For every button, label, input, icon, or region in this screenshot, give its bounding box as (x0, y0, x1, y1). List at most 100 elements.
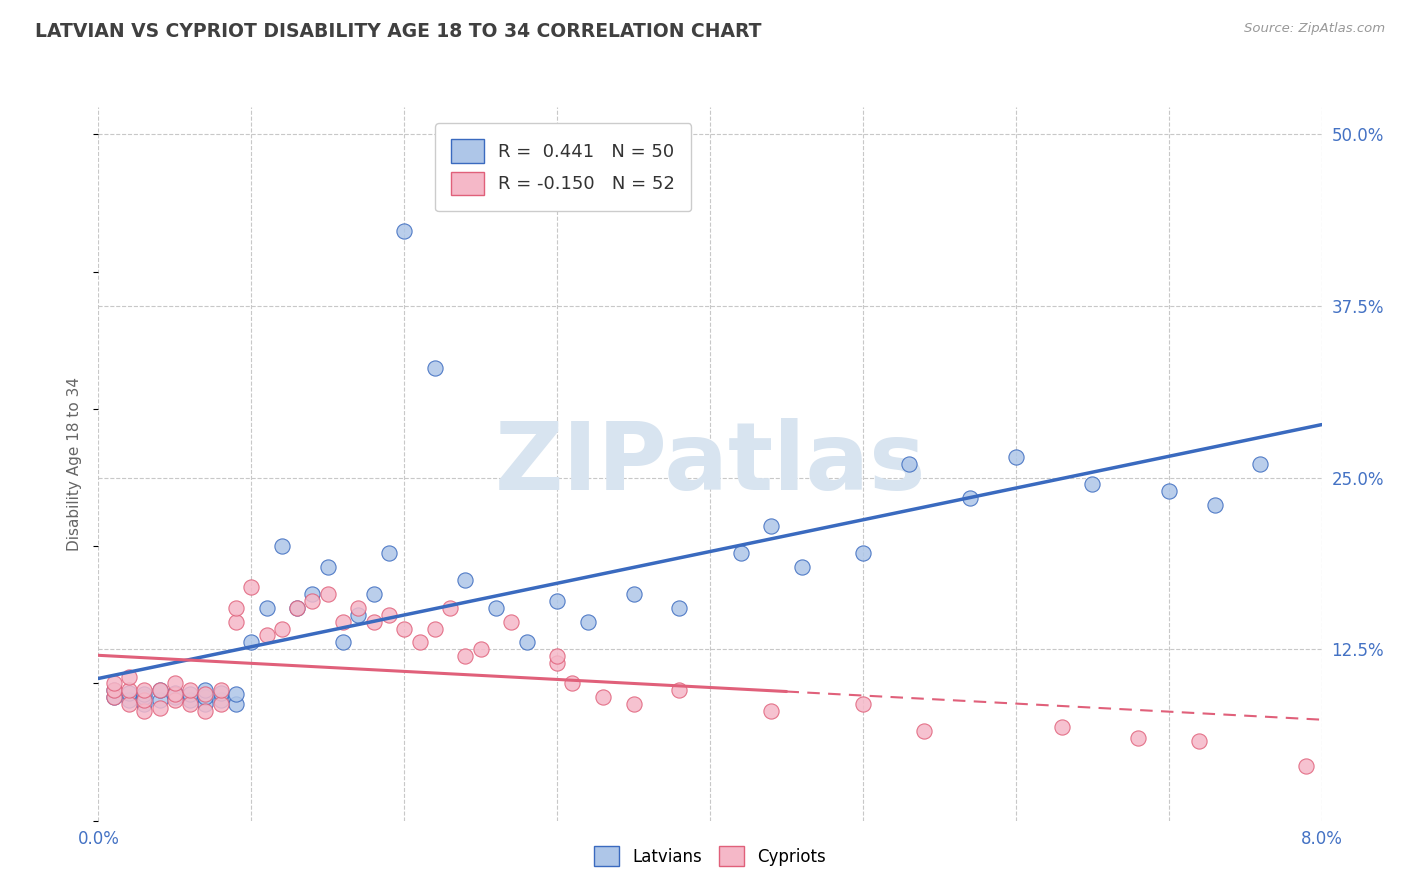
Point (118, 686, 141, 700)
Point (163, 676, 186, 690)
Point (194, 704, 217, 718)
Point (285, 601, 308, 615)
Point (470, 642, 492, 657)
Point (256, 628, 278, 642)
Point (423, 360, 446, 375)
Point (546, 594, 568, 608)
Point (852, 546, 875, 560)
Point (194, 690, 217, 705)
Point (592, 690, 614, 705)
Point (439, 601, 461, 615)
Point (546, 656, 568, 670)
Point (134, 704, 156, 718)
Point (149, 701, 172, 715)
Point (852, 697, 875, 711)
Point (392, 223, 416, 237)
Point (103, 690, 125, 705)
Point (759, 518, 782, 533)
Point (103, 690, 125, 705)
Point (256, 601, 278, 615)
Point (149, 683, 172, 698)
Point (623, 697, 645, 711)
Point (1157, 484, 1180, 499)
Point (179, 683, 201, 698)
Point (149, 683, 172, 698)
Point (209, 697, 232, 711)
Point (270, 622, 294, 636)
Point (1295, 758, 1317, 772)
Point (347, 601, 370, 615)
Point (561, 676, 583, 690)
Point (363, 587, 385, 601)
Point (225, 601, 247, 615)
Point (134, 693, 156, 707)
Point (134, 683, 156, 698)
Point (912, 724, 935, 739)
Point (378, 546, 401, 560)
Point (240, 635, 263, 649)
Point (1050, 720, 1073, 734)
Point (501, 615, 523, 629)
Point (1004, 450, 1026, 464)
Point (118, 693, 141, 707)
Point (118, 683, 141, 698)
Point (790, 559, 813, 574)
Point (163, 690, 186, 705)
Point (897, 457, 920, 471)
Point (194, 683, 217, 698)
Point (546, 648, 568, 663)
Point (209, 683, 232, 698)
Point (103, 683, 125, 698)
Point (730, 546, 752, 560)
Point (163, 687, 186, 701)
Point (1188, 734, 1211, 748)
Text: Source: ZipAtlas.com: Source: ZipAtlas.com (1244, 22, 1385, 36)
Point (959, 491, 981, 505)
Point (103, 676, 125, 690)
Point (1249, 457, 1271, 471)
Point (1128, 731, 1150, 746)
Point (149, 693, 172, 707)
Point (194, 697, 217, 711)
Point (623, 587, 645, 601)
Text: LATVIAN VS CYPRIOT DISABILITY AGE 18 TO 34 CORRELATION CHART: LATVIAN VS CYPRIOT DISABILITY AGE 18 TO … (35, 22, 762, 41)
Point (485, 601, 508, 615)
Point (240, 580, 263, 594)
Point (454, 648, 477, 663)
Point (194, 687, 217, 701)
Text: ZIPatlas: ZIPatlas (495, 417, 925, 510)
Point (332, 635, 354, 649)
Point (347, 607, 370, 622)
Point (316, 587, 339, 601)
Point (225, 615, 247, 629)
Point (225, 687, 247, 701)
Point (118, 697, 141, 711)
Y-axis label: Disability Age 18 to 34: Disability Age 18 to 34 (67, 376, 83, 551)
Point (516, 635, 538, 649)
Point (134, 690, 156, 705)
Point (179, 697, 201, 711)
Point (408, 635, 430, 649)
Point (576, 615, 599, 629)
Point (454, 574, 477, 588)
Point (103, 683, 125, 698)
Point (209, 693, 232, 707)
Legend: Latvians, Cypriots: Latvians, Cypriots (588, 839, 832, 873)
Point (668, 683, 690, 698)
Point (1081, 477, 1104, 491)
Point (301, 594, 323, 608)
Point (363, 615, 385, 629)
Point (316, 559, 339, 574)
Point (378, 607, 401, 622)
Point (392, 622, 416, 636)
Point (134, 697, 156, 711)
Point (423, 622, 446, 636)
Point (301, 587, 323, 601)
Point (179, 693, 201, 707)
Point (163, 686, 186, 700)
Point (118, 669, 141, 683)
Point (163, 693, 186, 707)
Point (134, 687, 156, 701)
Point (270, 539, 294, 553)
Point (209, 686, 232, 700)
